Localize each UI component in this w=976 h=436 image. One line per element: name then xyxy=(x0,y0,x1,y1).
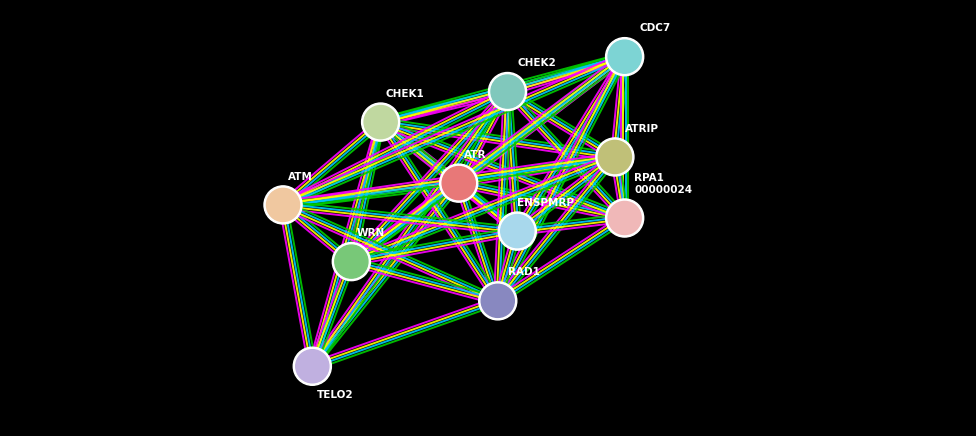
Circle shape xyxy=(266,188,300,221)
Circle shape xyxy=(498,212,537,250)
Circle shape xyxy=(605,37,644,76)
Circle shape xyxy=(488,72,527,111)
Text: WRN: WRN xyxy=(356,228,385,238)
Circle shape xyxy=(598,140,631,174)
Circle shape xyxy=(332,242,371,281)
Text: CDC7: CDC7 xyxy=(639,23,671,33)
Circle shape xyxy=(439,164,478,202)
Text: RPA1
00000024: RPA1 00000024 xyxy=(634,173,693,194)
Circle shape xyxy=(608,201,641,235)
Circle shape xyxy=(293,347,332,385)
Circle shape xyxy=(442,167,475,200)
Circle shape xyxy=(478,282,517,320)
Text: ATRIP: ATRIP xyxy=(625,123,659,133)
Circle shape xyxy=(595,138,634,176)
Text: CHEK1: CHEK1 xyxy=(386,89,425,99)
Circle shape xyxy=(481,284,514,317)
Circle shape xyxy=(608,40,641,73)
Text: ENSPMRP: ENSPMRP xyxy=(517,198,574,208)
Circle shape xyxy=(361,103,400,141)
Text: ATM: ATM xyxy=(288,171,312,181)
Circle shape xyxy=(335,245,368,278)
Circle shape xyxy=(501,215,534,248)
Circle shape xyxy=(605,199,644,237)
Text: CHEK2: CHEK2 xyxy=(517,58,556,68)
Circle shape xyxy=(264,186,303,224)
Text: RAD1: RAD1 xyxy=(508,267,540,277)
Text: ATR: ATR xyxy=(464,150,486,160)
Circle shape xyxy=(296,350,329,383)
Circle shape xyxy=(364,106,397,139)
Circle shape xyxy=(491,75,524,108)
Text: TELO2: TELO2 xyxy=(317,390,354,400)
